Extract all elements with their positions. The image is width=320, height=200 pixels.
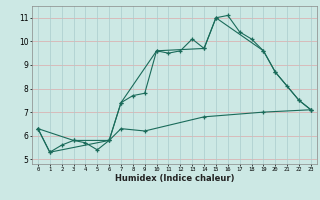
X-axis label: Humidex (Indice chaleur): Humidex (Indice chaleur) bbox=[115, 174, 234, 183]
